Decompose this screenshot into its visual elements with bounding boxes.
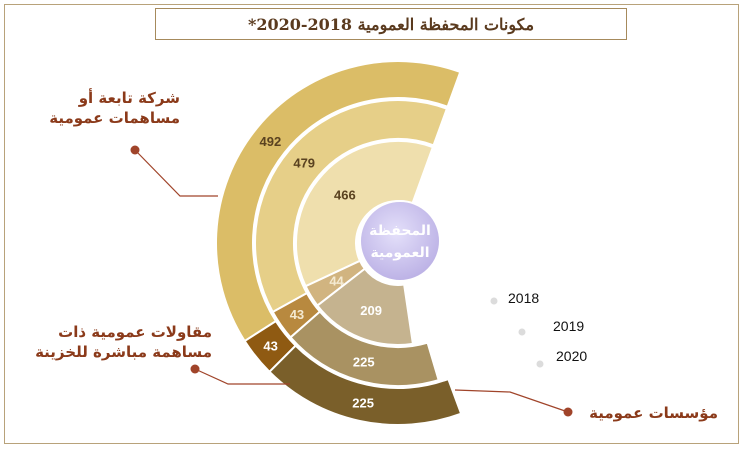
- bar-companies-2018: [295, 140, 435, 288]
- label-companies-line1: شركة تابعة أو: [78, 89, 180, 107]
- value-label-institutions-2019: 225: [353, 355, 375, 370]
- chart-title: مكونات المحفظة العمومية 2018-2020*: [247, 14, 535, 34]
- connector-direct: [194, 368, 290, 385]
- value-label-direct-2020: 43: [263, 339, 277, 354]
- label-companies-line2: مساهمات عمومية: [49, 109, 180, 127]
- connector-dot-direct: [190, 364, 200, 374]
- connector-dot-institutions: [563, 407, 573, 417]
- year-marker-end-2018: [489, 296, 499, 306]
- connector-dot-companies: [130, 145, 140, 155]
- connector-institutions: [454, 389, 569, 413]
- value-label-institutions-2018: 209: [360, 303, 382, 318]
- bar-institutions-2018: [316, 267, 415, 346]
- year-label-2018: 2018: [508, 290, 540, 306]
- center-label-line2: العمومية: [371, 245, 430, 261]
- year-label-2020: 2020: [556, 348, 588, 364]
- center-circle: [359, 200, 441, 282]
- year-marker-start-2018: [445, 297, 453, 305]
- label-direct-line1: مقاولات عمومية ذات: [58, 323, 212, 341]
- year-marker-end-2019: [517, 327, 527, 337]
- title-box: مكونات المحفظة العمومية 2018-2020*: [155, 8, 627, 40]
- year-label-2019: 2019: [553, 318, 585, 334]
- value-label-companies-2018: 466: [334, 187, 356, 202]
- value-label-companies-2020: 492: [260, 134, 282, 149]
- label-direct: مقاولات عمومية ذات مساهمة مباشرة للخزينة: [16, 322, 212, 362]
- label-companies: شركة تابعة أو مساهمات عمومية: [20, 88, 180, 128]
- value-label-direct-2019: 43: [290, 307, 304, 322]
- label-direct-line2: مساهمة مباشرة للخزينة: [35, 343, 212, 361]
- bar-institutions-2020: [268, 344, 463, 426]
- value-label-institutions-2020: 225: [352, 396, 374, 411]
- value-label-companies-2019: 479: [293, 156, 315, 171]
- center-label-line1: المحفظة: [369, 223, 431, 239]
- bar-companies-2019: [254, 99, 449, 314]
- chart-frame: [4, 4, 739, 444]
- value-label-direct-2018: 44: [329, 274, 344, 289]
- bar-companies-2020: [215, 60, 462, 343]
- connector-companies: [134, 149, 218, 197]
- year-marker-start-2020: [499, 360, 507, 368]
- bar-institutions-2019: [289, 310, 440, 387]
- year-marker-end-2020: [535, 359, 545, 369]
- label-institutions: مؤسسات عمومية: [589, 404, 718, 422]
- year-marker-start-2019: [464, 328, 472, 336]
